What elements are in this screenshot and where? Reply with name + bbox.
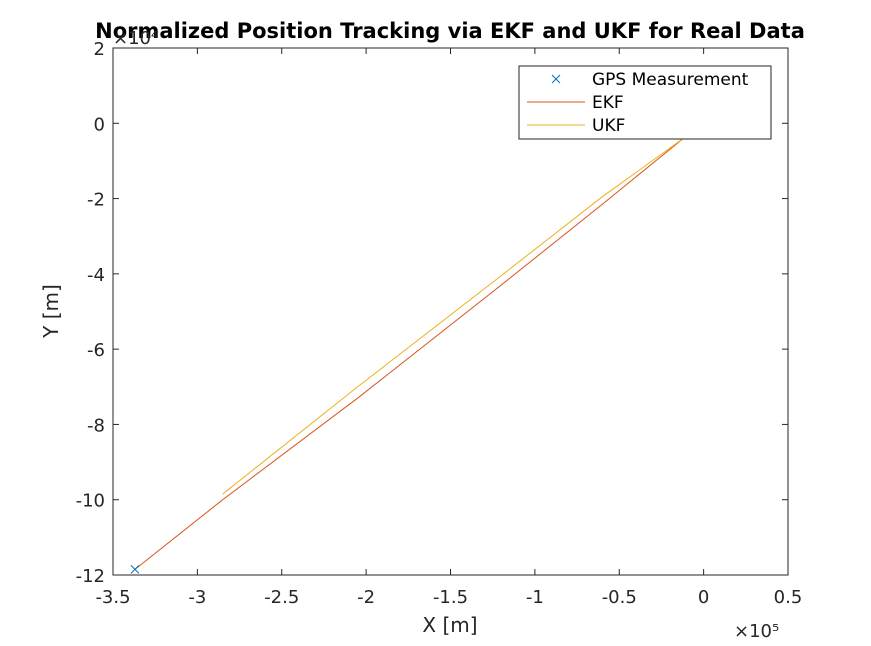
y-axis-label: Y [m] [39, 284, 63, 339]
x-ticks: -3.5 -3 -2.5 -2 -1.5 -1 -0.5 0 0.5 [95, 48, 802, 608]
x-tick-label: -3.5 [95, 587, 130, 608]
legend-marker-gps [551, 74, 561, 84]
y-tick-label: -2 [87, 190, 105, 211]
legend-entry: EKF [592, 93, 624, 113]
x-tick-label: -0.5 [602, 587, 637, 608]
y-tick-label: -12 [76, 566, 105, 587]
y-exponent-label: ×10⁴ [113, 28, 158, 49]
x-axis-label: X [m] [422, 613, 477, 637]
legend: GPS Measurement EKF UKF [518, 65, 772, 140]
chart-title: Normalized Position Tracking via EKF and… [95, 19, 805, 43]
y-tick-label: 2 [94, 39, 105, 60]
series-line-ukf [222, 137, 684, 495]
legend-entry: GPS Measurement [592, 70, 749, 90]
x-tick-label: -2 [357, 587, 375, 608]
series-layer [130, 137, 684, 574]
x-tick-label: -1.5 [433, 587, 468, 608]
gps-measurement-point [130, 565, 140, 574]
x-tick-label: 0.5 [774, 587, 803, 608]
y-ticks: 2 0 -2 -4 -6 -8 -10 -12 [76, 39, 788, 587]
y-tick-label: -4 [87, 265, 105, 286]
x-tick-label: 0 [698, 587, 709, 608]
y-tick-label: -10 [76, 491, 105, 512]
series-line-ekf [134, 137, 684, 570]
y-tick-label: -8 [87, 415, 105, 436]
x-tick-label: -2.5 [264, 587, 299, 608]
x-tick-label: -1 [526, 587, 544, 608]
legend-entry: UKF [592, 116, 625, 136]
y-tick-label: 0 [94, 114, 105, 135]
x-tick-label: -3 [188, 587, 206, 608]
x-exponent-label: ×10⁵ [734, 621, 779, 642]
y-tick-label: -6 [87, 340, 105, 361]
